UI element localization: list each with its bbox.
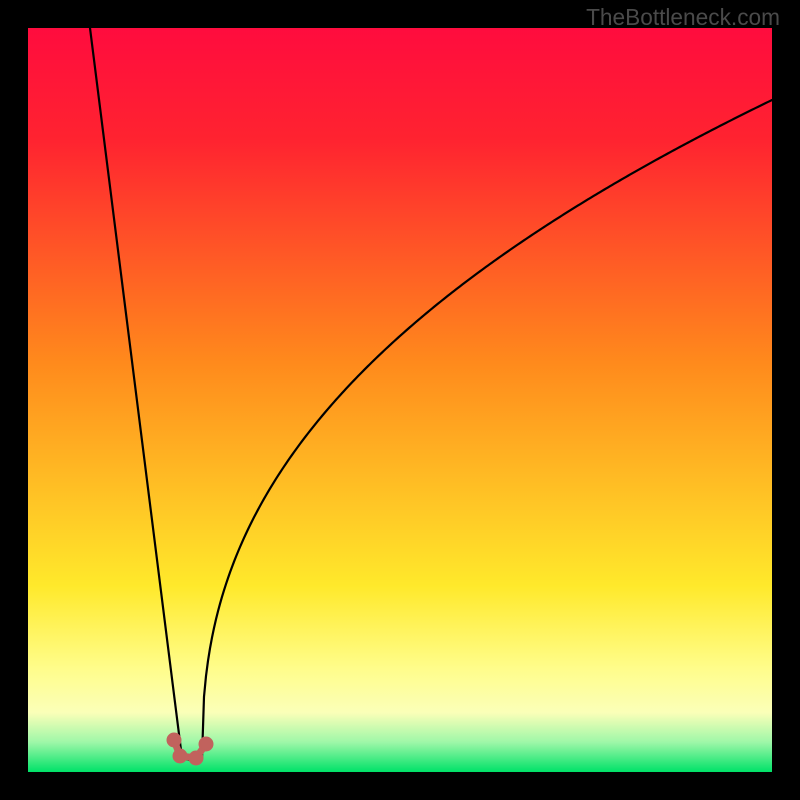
valley-marker-3 — [200, 738, 213, 751]
valley-markers — [168, 734, 213, 765]
curve-layer — [0, 0, 800, 800]
valley-marker-0 — [168, 734, 181, 747]
valley-marker-2 — [190, 752, 203, 765]
valley-marker-1 — [174, 750, 187, 763]
bottleneck-curve — [90, 28, 772, 760]
chart-frame: TheBottleneck.com — [0, 0, 800, 800]
watermark-text: TheBottleneck.com — [586, 4, 780, 31]
